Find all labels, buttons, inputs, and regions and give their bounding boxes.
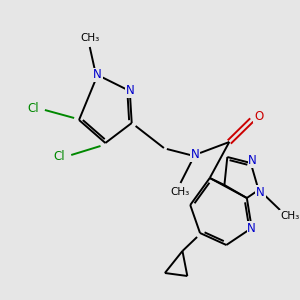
Text: Cl: Cl	[27, 101, 39, 115]
Text: N: N	[125, 85, 134, 98]
Text: N: N	[247, 221, 256, 235]
Text: N: N	[249, 224, 258, 236]
Text: N: N	[248, 154, 257, 167]
Text: CH₃: CH₃	[171, 187, 190, 197]
Text: N: N	[256, 185, 265, 199]
Text: Cl: Cl	[54, 151, 65, 164]
Text: N: N	[191, 148, 200, 161]
Text: N: N	[93, 68, 102, 82]
Text: CH₃: CH₃	[280, 211, 299, 221]
Text: CH₃: CH₃	[80, 33, 99, 43]
Text: O: O	[254, 110, 263, 122]
